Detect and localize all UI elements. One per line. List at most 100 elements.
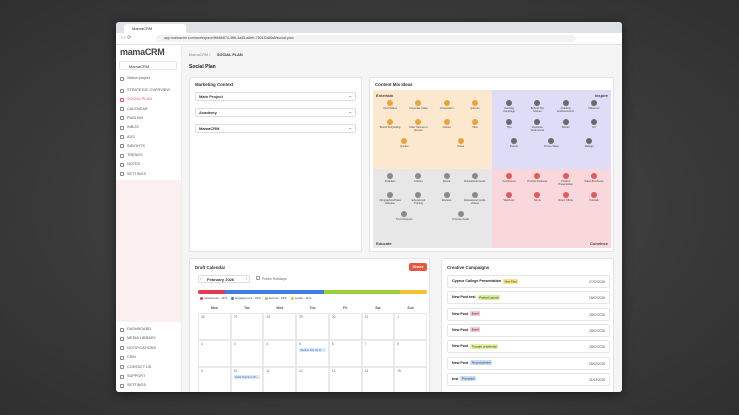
idea[interactable]: Podcasts bbox=[379, 173, 401, 190]
day-cell[interactable]: 28 bbox=[263, 313, 297, 340]
idea[interactable]: Process Guide bbox=[450, 211, 472, 228]
idea[interactable]: Brand Storytelling bbox=[379, 119, 401, 136]
idea[interactable]: Demo bbox=[526, 192, 548, 209]
select-project[interactable]: Select project bbox=[120, 76, 150, 81]
menu-item[interactable]: MEDIA LIBRARY bbox=[120, 336, 156, 341]
idea[interactable]: Stories bbox=[555, 119, 577, 136]
campaign-row[interactable]: New Post Announcement 28/02/2026 bbox=[447, 356, 610, 370]
day-cell[interactable]: 26 bbox=[198, 313, 231, 340]
menu-item[interactable]: SETTINGS bbox=[120, 383, 146, 388]
menu-item[interactable]: ADS bbox=[120, 135, 135, 139]
idea[interactable]: Viral Videos bbox=[379, 100, 401, 117]
menu-item[interactable]: SETTINGS bbox=[120, 172, 146, 177]
menu-item[interactable]: PUBLISH bbox=[120, 116, 143, 121]
idea[interactable]: Celebrity Endorsements bbox=[555, 100, 577, 117]
campaign-row[interactable]: test Promotion 31/03/2026 bbox=[447, 372, 610, 386]
day-cell[interactable]: 5 SaaS Is Not Yet R... bbox=[296, 340, 329, 367]
day-cell[interactable]: 7 bbox=[361, 340, 395, 367]
menu-item[interactable]: INSIGHTS bbox=[120, 144, 145, 149]
idea[interactable]: Educational Guide Videos bbox=[464, 192, 486, 209]
day-cell[interactable]: 14 bbox=[361, 367, 395, 392]
menu-item[interactable]: NOTIFICATIONS bbox=[120, 346, 156, 351]
browser-tab[interactable]: MamaCRM bbox=[124, 24, 186, 33]
idea[interactable]: Hashtag Campaign bbox=[498, 100, 520, 117]
idea[interactable]: Sales Brochures bbox=[583, 173, 605, 190]
idea[interactable]: Quizzes bbox=[464, 100, 486, 117]
day-cell[interactable]: 2 bbox=[198, 340, 231, 367]
idea[interactable]: Direct Offers bbox=[555, 192, 577, 209]
campaign-row[interactable]: New Post Event 28/02/2026 bbox=[447, 323, 610, 337]
day-cell[interactable]: 10 SaaS Trends to W... bbox=[230, 367, 264, 392]
idea[interactable]: Articles bbox=[407, 173, 429, 190]
workspace-select[interactable]: MamaCRM bbox=[119, 61, 177, 70]
idea[interactable]: Infographics/Press Release bbox=[379, 192, 401, 209]
next-month[interactable]: › bbox=[246, 276, 248, 281]
menu-item[interactable]: NOTES bbox=[120, 162, 140, 167]
day-cell[interactable]: 9 bbox=[198, 367, 231, 392]
idea[interactable]: Promo Video bbox=[540, 138, 562, 155]
idea[interactable]: Other Memes or Humour bbox=[407, 119, 429, 136]
idea[interactable]: Press bbox=[450, 138, 472, 155]
day-cell[interactable]: 6 bbox=[328, 340, 362, 367]
idea[interactable]: Product Features bbox=[526, 173, 548, 190]
campaign-row[interactable]: New Post Event 28/02/2026 bbox=[447, 307, 610, 321]
idea[interactable]: Tutorials bbox=[583, 192, 605, 209]
idea[interactable]: Educational Guide bbox=[464, 173, 486, 190]
idea[interactable]: Events bbox=[503, 138, 525, 155]
calendar-event[interactable]: SaaS Is Not Yet R... bbox=[299, 348, 326, 352]
day-cell[interactable]: 29 bbox=[296, 313, 329, 340]
dropdown[interactable]: Academy bbox=[195, 108, 356, 117]
day-cell[interactable]: 3 bbox=[230, 340, 264, 367]
calendar-event[interactable]: SaaS Trends to W... bbox=[233, 375, 261, 379]
breadcrumb-parent[interactable]: MamaCRM / bbox=[189, 53, 211, 57]
idea[interactable]: Quotes bbox=[393, 138, 415, 155]
day-cell[interactable]: 4 bbox=[263, 340, 297, 367]
menu-item[interactable]: CRM bbox=[120, 355, 136, 360]
menu-item[interactable]: DASHBOARD bbox=[120, 327, 151, 332]
menu-item[interactable]: SUPPORT bbox=[120, 374, 145, 379]
share-button[interactable]: Share bbox=[409, 263, 427, 271]
idea[interactable]: Conference bbox=[498, 173, 520, 190]
idea[interactable]: Educational Training bbox=[407, 192, 429, 209]
idea[interactable]: Tips bbox=[498, 119, 520, 136]
campaign-row[interactable]: New Post test Product Launch 28/02/2026 bbox=[447, 291, 610, 305]
day-cell[interactable]: 30 bbox=[328, 313, 362, 340]
idea[interactable]: Reviews bbox=[436, 192, 458, 209]
menu-item[interactable]: INBOX bbox=[120, 125, 139, 130]
nav-buttons[interactable]: ‹ › ⟳ bbox=[121, 35, 132, 41]
day-cell[interactable]: 8 bbox=[394, 340, 427, 367]
idea[interactable]: Ratings bbox=[578, 138, 600, 155]
month-nav[interactable] bbox=[198, 275, 250, 283]
idea[interactable]: Corporate Video bbox=[407, 100, 429, 117]
menu-item[interactable]: CONTACT US bbox=[120, 365, 151, 370]
idea[interactable]: Behind The Scenes bbox=[526, 100, 548, 117]
day-cell[interactable]: 13 bbox=[328, 367, 362, 392]
day-cell[interactable]: 31 bbox=[361, 313, 395, 340]
menu-item[interactable]: TRENDS bbox=[120, 153, 143, 158]
url[interactable]: app.mamacrm.com/workspace/f6b6b674-4ff6-… bbox=[156, 35, 576, 42]
idea[interactable]: Games bbox=[436, 119, 458, 136]
prev-month[interactable]: ‹ bbox=[200, 276, 202, 281]
day-cell[interactable]: 11 bbox=[263, 367, 297, 392]
day-cell[interactable]: 27 bbox=[230, 313, 264, 340]
idea[interactable]: Product Presentation bbox=[555, 173, 577, 190]
menu-item[interactable]: STRATEGIC OVERVIEW bbox=[120, 88, 170, 93]
idea[interactable]: Gif bbox=[583, 119, 605, 136]
idea[interactable]: Competition bbox=[436, 100, 458, 117]
idea[interactable]: Influencer bbox=[583, 100, 605, 117]
campaign-row[interactable]: Cyprus College Presentation New Post 27/02… bbox=[447, 275, 610, 288]
dropdown[interactable]: Main Project bbox=[195, 92, 356, 101]
idea[interactable]: Viral bbox=[464, 119, 486, 136]
idea[interactable]: Ebook bbox=[436, 173, 458, 190]
idea[interactable]: Customer Testimonial bbox=[526, 119, 548, 136]
dropdown[interactable]: MamaCRM bbox=[195, 124, 356, 133]
menu-item[interactable]: SOCIAL PLAN bbox=[120, 97, 152, 102]
day-cell[interactable]: 1 bbox=[394, 313, 427, 340]
logo[interactable]: mamaCRM bbox=[120, 47, 165, 57]
holiday-checkbox[interactable] bbox=[256, 276, 260, 280]
day-cell[interactable]: 15 bbox=[394, 367, 427, 392]
menu-item[interactable]: CALENDAR bbox=[120, 107, 148, 112]
campaign-row[interactable]: New Post Thought Leadership 28/02/2026 bbox=[447, 340, 610, 354]
idea[interactable]: Webinars bbox=[498, 192, 520, 209]
day-cell[interactable]: 12 bbox=[296, 367, 329, 392]
